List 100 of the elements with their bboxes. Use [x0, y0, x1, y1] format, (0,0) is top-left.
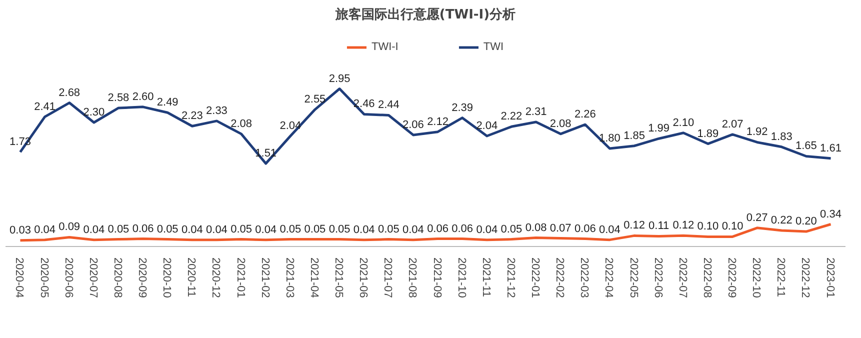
x-tick-label: 2022-07 [676, 258, 688, 298]
x-tick-label: 2022-06 [652, 258, 664, 298]
x-tick-label: 2020-05 [38, 258, 50, 298]
data-label: 2.07 [722, 118, 744, 130]
x-tick-label: 2021-09 [430, 258, 443, 298]
x-tick-label: 2022-01 [529, 258, 542, 298]
x-tick-label: 2022-11 [774, 258, 787, 298]
data-label: 0.04 [599, 224, 620, 236]
data-label: 0.03 [10, 224, 31, 236]
data-label: 0.09 [58, 221, 80, 234]
data-label: 1.80 [599, 132, 620, 144]
data-label: 0.06 [452, 222, 474, 235]
x-tick-label: 2020-10 [160, 258, 173, 298]
data-label: 1.65 [795, 140, 817, 152]
x-tick-label: 2021-04 [308, 258, 320, 298]
data-label: 0.22 [770, 214, 792, 226]
x-tick-label: 2021-12 [504, 258, 516, 298]
data-label: 0.04 [206, 224, 228, 236]
data-label: 0.05 [108, 223, 130, 236]
data-label: 2.30 [83, 106, 105, 119]
data-label: 0.34 [820, 208, 842, 220]
x-tick-label: 2021-07 [382, 258, 394, 298]
x-tick-label: 2022-03 [578, 258, 590, 298]
data-label: 0.04 [34, 224, 56, 236]
legend-label: TWI [483, 41, 504, 53]
data-label: 0.04 [402, 224, 424, 236]
data-label: 0.05 [280, 223, 302, 236]
legend-label: TWI-I [371, 41, 398, 53]
data-label: 0.04 [476, 224, 498, 236]
x-tick-label: 2022-09 [726, 258, 738, 298]
x-tick-label: 2020-08 [111, 258, 124, 298]
x-tick-label: 2023-01 [824, 258, 836, 298]
x-tick-label: 2021-08 [406, 258, 418, 298]
data-label: 1.92 [746, 126, 768, 138]
data-label: 2.44 [378, 99, 400, 112]
data-label: 2.12 [427, 116, 448, 128]
data-label: 1.85 [624, 130, 645, 142]
data-label: 2.33 [206, 104, 228, 117]
x-tick-label: 2021-03 [283, 258, 296, 298]
x-tick-label: 2022-12 [799, 258, 812, 298]
x-tick-label: 2021-10 [455, 258, 468, 298]
data-label: 0.12 [624, 220, 645, 232]
x-tick-label: 2022-10 [750, 258, 762, 298]
data-label: 2.55 [304, 94, 326, 106]
data-label: 0.04 [255, 224, 277, 236]
x-tick-label: 2022-05 [627, 258, 640, 298]
data-label: 2.41 [34, 100, 56, 113]
data-label: 0.07 [550, 222, 572, 234]
data-label: 1.61 [820, 142, 842, 154]
data-label: 2.08 [550, 118, 572, 130]
x-tick-label: 2021-02 [258, 258, 271, 298]
data-label: 2.06 [402, 118, 424, 131]
data-label: 1.99 [648, 122, 670, 135]
x-tick-label: 2021-11 [480, 258, 492, 298]
data-label: 0.05 [328, 223, 350, 236]
data-label: 2.68 [58, 86, 80, 99]
data-label: 2.08 [230, 118, 252, 130]
data-label: 0.10 [697, 220, 719, 233]
x-tick-label: 2021-06 [357, 258, 370, 298]
x-tick-label: 2021-05 [332, 258, 345, 298]
data-label: 2.10 [672, 116, 694, 129]
data-label: 2.23 [181, 110, 203, 122]
x-tick-label: 2020-07 [86, 258, 99, 298]
data-label: 2.60 [132, 90, 154, 103]
x-tick-label: 2022-02 [554, 258, 566, 298]
data-label: 0.20 [795, 216, 817, 228]
x-tick-label: 2021-01 [234, 258, 246, 298]
data-label: 0.11 [648, 220, 670, 232]
data-label: 0.06 [132, 222, 154, 235]
x-tick-label: 2020-04 [13, 258, 26, 298]
chart-title: 旅客国际出行意愿(TWI-I)分析 [334, 6, 516, 22]
data-label: 0.08 [525, 222, 547, 234]
x-tick-label: 2020-12 [210, 258, 222, 298]
data-label: 0.05 [304, 223, 326, 236]
data-label: 0.05 [500, 223, 522, 236]
x-tick-label: 2020-11 [185, 258, 198, 298]
data-label: 1.89 [697, 128, 719, 140]
data-label: 0.04 [353, 224, 375, 236]
x-tick-label: 2020-06 [62, 258, 74, 298]
data-label: 0.05 [156, 223, 178, 236]
x-tick-label: 2020-09 [136, 258, 148, 298]
data-label: 2.39 [452, 102, 474, 114]
data-label: 0.04 [83, 224, 105, 236]
data-label: 0.10 [722, 220, 744, 233]
data-label: 0.06 [427, 222, 448, 235]
data-label: 0.05 [230, 223, 252, 236]
data-label: 0.04 [181, 224, 203, 236]
data-label: 0.06 [574, 222, 596, 235]
data-label: 2.49 [156, 96, 178, 109]
x-tick-label: 2022-08 [700, 258, 713, 298]
data-label: 0.12 [672, 220, 694, 232]
data-label: 2.04 [476, 120, 498, 132]
data-label: 2.58 [108, 92, 130, 104]
data-label: 0.05 [378, 223, 400, 236]
data-label: 2.31 [525, 106, 547, 118]
data-label: 2.22 [500, 110, 522, 123]
x-tick-label: 2022-04 [602, 258, 615, 298]
data-label: 1.83 [770, 130, 792, 143]
data-label: 2.26 [574, 108, 596, 121]
data-label: 2.95 [328, 72, 350, 85]
